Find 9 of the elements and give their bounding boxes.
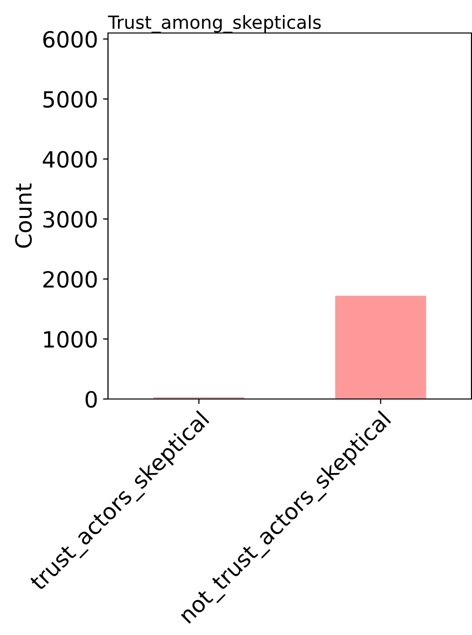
chart-title: Trust_among_skepticals xyxy=(108,15,321,33)
y-tick-label: 3000 xyxy=(43,210,97,228)
y-tick-label: 0 xyxy=(86,390,97,408)
y-tick-label: 4000 xyxy=(42,150,97,168)
y-tick-label: 6000 xyxy=(43,30,97,48)
y-tick-label: 5000 xyxy=(43,90,97,108)
y-tick-label: 2000 xyxy=(43,270,97,288)
y-tick-label: 1000 xyxy=(44,330,97,348)
y-axis-title: Count xyxy=(15,184,32,248)
